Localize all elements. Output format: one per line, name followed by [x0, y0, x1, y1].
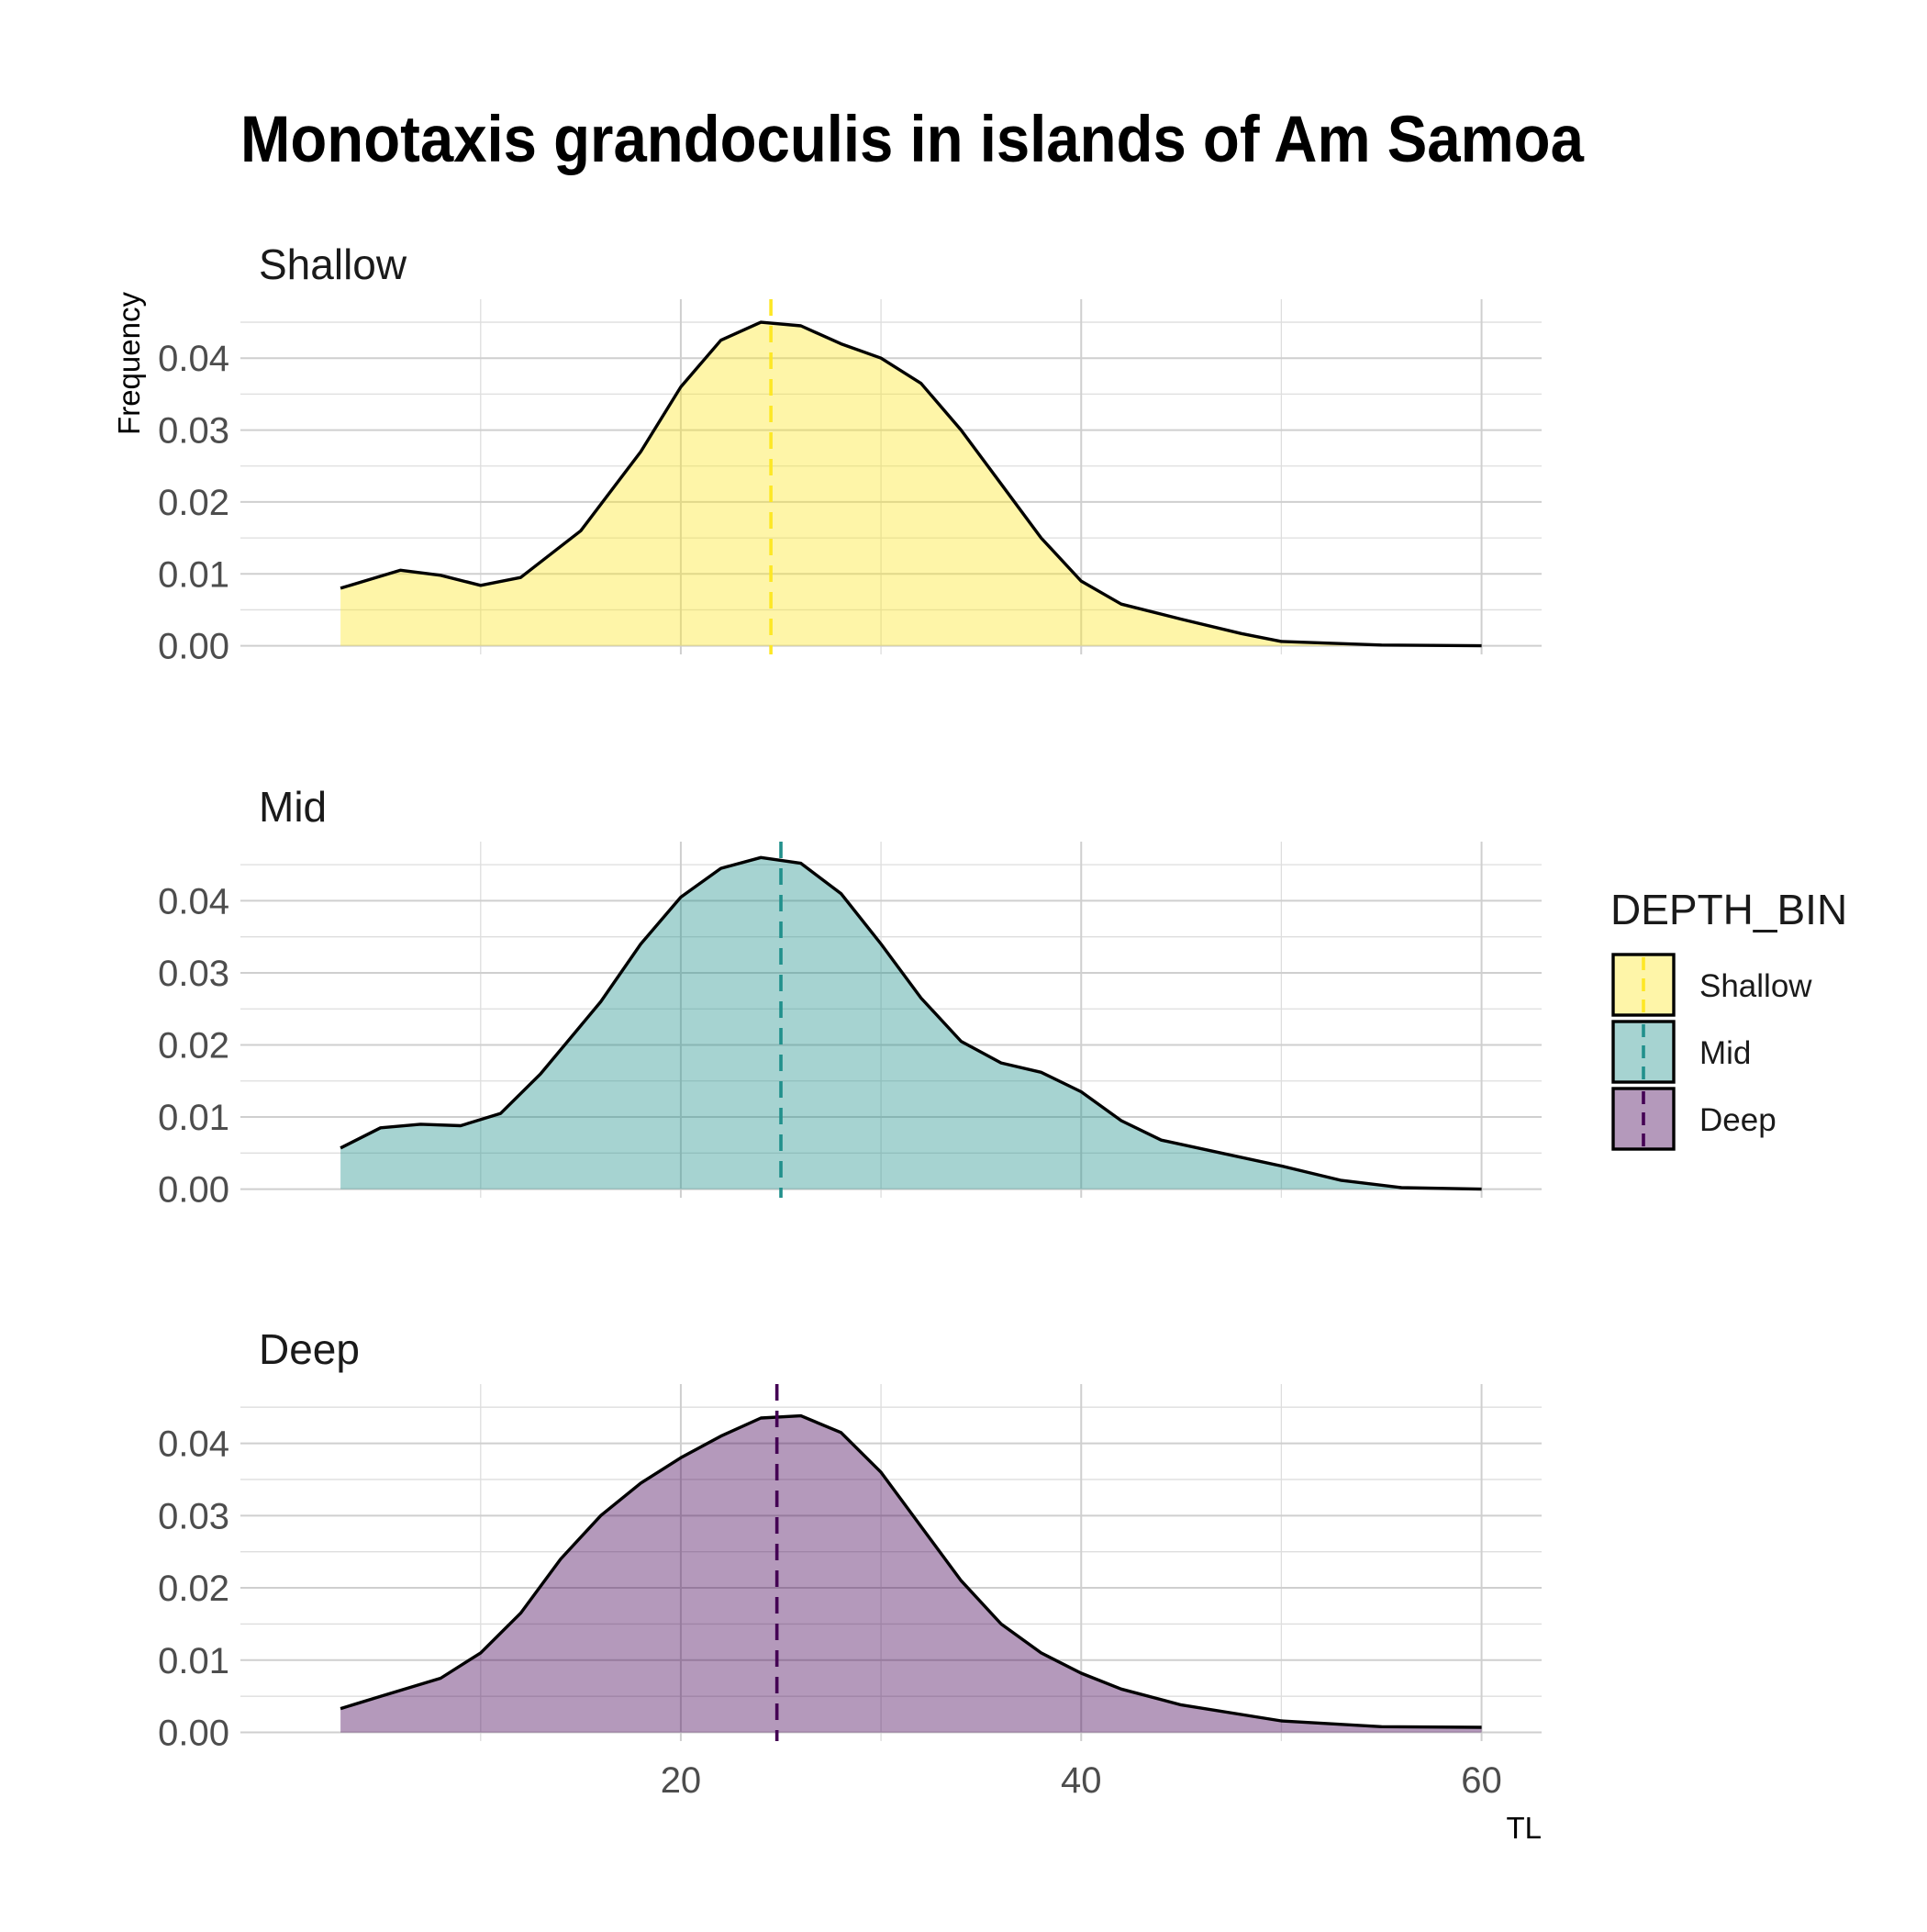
y-tick-label: 0.04 [158, 1424, 229, 1465]
y-tick-label: 0.02 [158, 1569, 229, 1609]
panel-deep: 0.00 0.01 0.02 0.03 0.04 Deep [158, 1325, 1542, 1754]
y-tick-label: 0.02 [158, 1025, 229, 1066]
y-tick-label: 0.00 [158, 1714, 229, 1754]
density-line-shallow [340, 320, 1482, 648]
legend-title: DEPTH_BIN [1610, 886, 1847, 933]
x-tick-label: 20 [661, 1760, 702, 1801]
x-tick-label: 60 [1461, 1760, 1502, 1801]
y-tick-label: 0.00 [158, 1170, 229, 1211]
y-tick-label: 0.01 [158, 1641, 229, 1681]
density-line-mid [340, 855, 1482, 1191]
panel-shallow: 0.00 0.01 0.02 0.03 0.04 Shallow [158, 240, 1542, 667]
legend-label-mid: Mid [1699, 1035, 1751, 1071]
y-tick-label: 0.00 [158, 627, 229, 667]
density-area-deep [340, 1415, 1482, 1733]
y-tick-label: 0.02 [158, 483, 229, 523]
density-line-deep [340, 1413, 1482, 1729]
y-tick-label: 0.01 [158, 554, 229, 595]
y-tick-label: 0.04 [158, 339, 229, 379]
y-tick-label: 0.03 [158, 411, 229, 452]
panel-label-mid: Mid [259, 783, 327, 831]
density-area-mid [340, 857, 1482, 1189]
panel-label-deep: Deep [259, 1325, 360, 1373]
x-tick-label: 40 [1061, 1760, 1102, 1801]
legend-label-shallow: Shallow [1699, 968, 1812, 1004]
legend: DEPTH_BIN Shallow Mid Deep [1610, 886, 1847, 1151]
panel-label-shallow: Shallow [259, 240, 407, 288]
chart-title: Monotaxis grandoculis in islands of Am S… [240, 104, 1584, 176]
y-axis-label: Frequency [112, 292, 146, 435]
legend-item-mid: Mid [1611, 1020, 1751, 1084]
y-tick-label: 0.03 [158, 1496, 229, 1536]
x-axis-label: TL [1506, 1811, 1542, 1845]
y-tick-label: 0.03 [158, 954, 229, 994]
legend-item-shallow: Shallow [1611, 953, 1812, 1017]
y-tick-label: 0.04 [158, 881, 229, 921]
density-area-shallow [340, 322, 1482, 646]
legend-item-deep: Deep [1611, 1087, 1777, 1151]
panel-mid: 0.00 0.01 0.02 0.03 0.04 Mid [158, 783, 1542, 1211]
y-tick-label: 0.01 [158, 1098, 229, 1138]
legend-label-deep: Deep [1699, 1102, 1777, 1138]
